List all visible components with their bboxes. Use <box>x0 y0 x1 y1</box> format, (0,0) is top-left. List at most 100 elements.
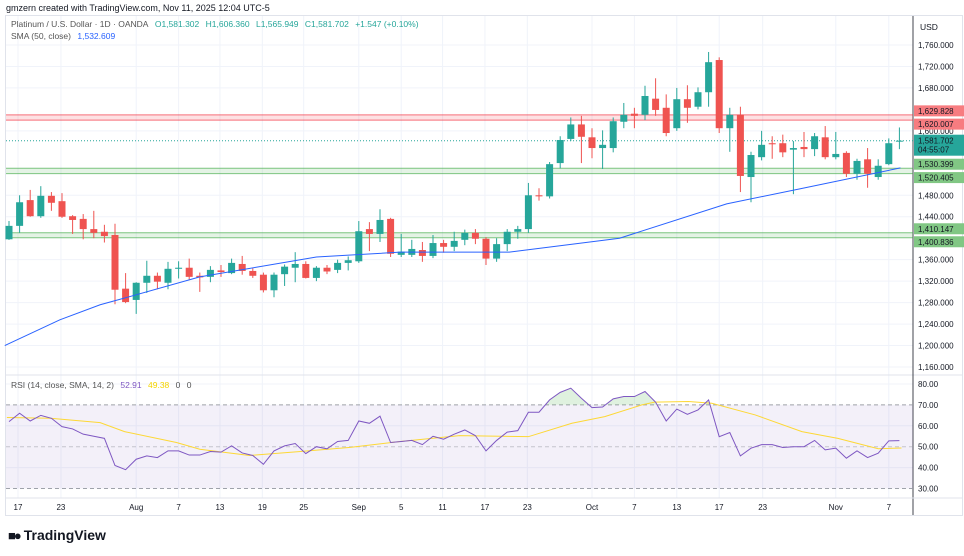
price-tick-label: 1,440.000 <box>918 213 954 222</box>
candle <box>153 272 161 290</box>
high-value: H1,606.360 <box>205 19 250 29</box>
zone-low-label-bg <box>914 118 964 130</box>
candle-body <box>705 62 713 93</box>
candle <box>768 136 776 159</box>
candle <box>217 265 225 277</box>
candle-body <box>747 155 755 178</box>
candle-body <box>842 152 850 174</box>
candle-body <box>418 250 426 256</box>
time-tick-label: 13 <box>672 503 681 512</box>
candle-body <box>535 195 543 197</box>
price-tick-label: 1,160.000 <box>918 363 954 372</box>
candle <box>408 239 416 257</box>
candle <box>546 162 554 199</box>
candle-body <box>503 231 511 245</box>
candle-body <box>885 143 893 165</box>
candle <box>535 188 543 201</box>
candle-body <box>175 267 183 269</box>
candle-body <box>238 263 246 271</box>
candle-body <box>673 99 681 129</box>
time-tick-label: 25 <box>299 503 308 512</box>
currency-label[interactable]: USD <box>920 22 938 32</box>
candle <box>599 130 607 169</box>
open-value: O1,581.302 <box>154 19 200 29</box>
candle <box>673 87 681 131</box>
candle <box>842 151 850 178</box>
candle <box>705 51 713 107</box>
rsi-extra-1: 0 <box>175 380 181 390</box>
candle <box>26 189 34 217</box>
tradingview-logo-icon: ■● <box>8 527 22 543</box>
candle-body <box>143 275 151 283</box>
candle-body <box>355 231 363 262</box>
candle-body <box>344 260 352 263</box>
candle <box>864 148 872 188</box>
tradingview-logo[interactable]: ■● TradingView <box>8 527 106 543</box>
candle <box>620 102 628 129</box>
zone-high-label: 1,410.147 <box>918 225 954 234</box>
symbol-label[interactable]: Platinum / U.S. Dollar · 1D · OANDA <box>11 19 149 29</box>
candle-body <box>397 251 405 255</box>
last-price-label-bg <box>914 134 964 156</box>
candle <box>249 268 257 278</box>
price-tick-label: 1,600.000 <box>918 127 954 136</box>
sma-legend: SMA (50, close) 1,532.609 <box>11 31 119 41</box>
candle-body <box>5 225 13 240</box>
candle-body <box>482 238 490 259</box>
time-tick-label: 7 <box>632 503 637 512</box>
candle-body <box>832 153 840 158</box>
candle <box>747 151 755 203</box>
candle-body <box>726 114 734 129</box>
candle-body <box>821 137 829 158</box>
change-value: +1.547 (+0.10%) <box>355 19 419 29</box>
candle-body <box>58 201 66 217</box>
candle <box>302 261 310 279</box>
time-tick-label: 5 <box>399 503 404 512</box>
price-tick-label: 1,280.000 <box>918 299 954 308</box>
candle-body <box>206 269 214 277</box>
candle-body <box>281 266 289 275</box>
candle-body <box>609 121 617 149</box>
candle-body <box>185 267 193 277</box>
candle-body <box>556 139 564 164</box>
candle <box>514 225 522 239</box>
candle <box>630 107 638 129</box>
candle-body <box>429 243 437 256</box>
rsi-ma-line <box>6 401 902 456</box>
candle <box>206 266 214 283</box>
chart-frame <box>5 15 963 516</box>
rsi-label[interactable]: RSI (14, close, SMA, 14, 2) <box>11 380 114 390</box>
candle-body <box>641 95 649 115</box>
bar-countdown-label: 04:55:07 <box>918 146 950 155</box>
candle-body <box>514 229 522 232</box>
candle <box>895 127 903 150</box>
close-value: C1,581.702 <box>304 19 349 29</box>
price-tick-label: 1,680.000 <box>918 84 954 93</box>
zone-low-label: 1,400.836 <box>918 238 954 247</box>
candle-body <box>864 159 872 174</box>
candle <box>641 85 649 121</box>
rsi-line <box>8 387 900 471</box>
candle-body <box>302 263 310 278</box>
price-tick-label: 1,240.000 <box>918 320 954 329</box>
candle-body <box>758 144 766 158</box>
candle <box>143 260 151 293</box>
candle <box>652 78 660 116</box>
time-tick-label: Aug <box>129 503 143 512</box>
candle <box>58 193 66 218</box>
candle <box>259 272 267 293</box>
candle-body <box>259 274 267 291</box>
candle-body <box>471 232 479 239</box>
candle <box>736 106 744 193</box>
candle <box>69 215 77 234</box>
rsi-tick-label: 50.00 <box>918 443 939 452</box>
candle-body <box>789 148 797 150</box>
candle-body <box>47 195 55 203</box>
time-tick-label: 17 <box>715 503 724 512</box>
candle-body <box>811 136 819 150</box>
candle <box>397 233 405 257</box>
sma-label[interactable]: SMA (50, close) <box>11 31 71 41</box>
candle <box>609 117 617 153</box>
candle-body <box>153 275 161 282</box>
